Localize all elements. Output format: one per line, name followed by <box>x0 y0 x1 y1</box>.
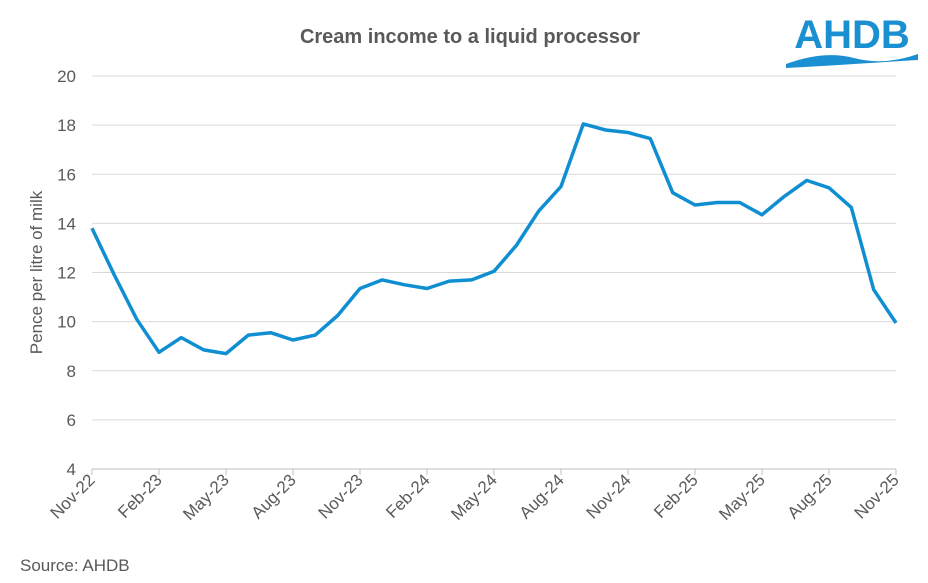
x-tick-label: Feb-23 <box>114 470 166 522</box>
x-tick-label: Aug-23 <box>248 470 300 522</box>
y-tick-label: 6 <box>67 411 76 430</box>
y-tick-label: 20 <box>57 67 76 86</box>
y-tick-label: 4 <box>67 460 76 479</box>
x-tick-label: Feb-25 <box>650 470 702 522</box>
x-tick-label: May-23 <box>179 470 233 524</box>
x-tick-label: Aug-24 <box>516 470 568 522</box>
y-tick-label: 8 <box>67 362 76 381</box>
x-tick-label: Nov-25 <box>851 470 903 522</box>
x-tick-label: Aug-25 <box>784 470 836 522</box>
chart-title: Cream income to a liquid processor <box>299 26 641 48</box>
x-tick-label: Nov-24 <box>583 470 635 522</box>
x-tick-label: May-25 <box>715 470 769 524</box>
y-tick-label: 14 <box>57 214 76 233</box>
x-tick-label: Nov-23 <box>315 470 367 522</box>
ahdb-logo: AHDB <box>786 13 918 68</box>
x-tick-label: Feb-24 <box>382 470 434 522</box>
y-axis-label: Pence per litre of milk <box>27 190 46 354</box>
source-note: Source: AHDB <box>20 556 130 575</box>
svg-text:AHDB: AHDB <box>794 13 910 57</box>
y-tick-label: 18 <box>57 116 76 135</box>
y-tick-label: 16 <box>57 165 76 184</box>
y-tick-label: 10 <box>57 313 76 332</box>
x-tick-label: May-24 <box>447 470 501 524</box>
series-line <box>90 122 898 356</box>
y-tick-label: 12 <box>57 264 76 283</box>
